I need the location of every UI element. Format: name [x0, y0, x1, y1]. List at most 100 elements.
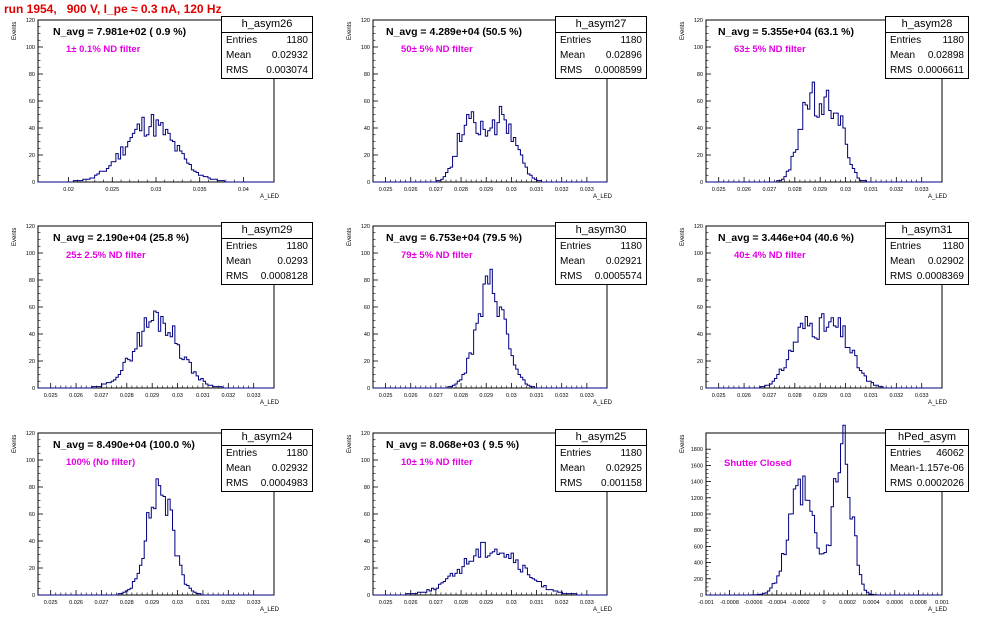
x-tick-label: 0.032	[555, 600, 569, 606]
stats-value: 1180	[942, 35, 964, 46]
x-tick-label: -0.0006	[744, 600, 763, 606]
stats-value: 1180	[286, 448, 308, 459]
x-tick-label: 0.03	[840, 393, 851, 399]
x-tick-label: 0.03	[506, 187, 517, 193]
stats-value: 1180	[620, 448, 642, 459]
y-tick-label: 100	[361, 45, 370, 51]
x-tick-label: 0.0004	[863, 600, 880, 606]
x-tick-label: 0.033	[580, 393, 594, 399]
stats-label: Mean	[560, 463, 586, 474]
filter-note: Shutter Closed	[724, 458, 792, 469]
histogram-line	[373, 268, 607, 389]
stats-value: 46062	[936, 448, 964, 459]
stats-value: 0.0008128	[260, 271, 308, 282]
histogram-name: h_asym28	[886, 17, 968, 33]
x-tick-label: 0.031	[196, 600, 210, 606]
y-tick-label: 120	[361, 431, 370, 437]
x-tick-label: 0.031	[530, 187, 544, 193]
filter-note: 79± 5% ND filter	[401, 250, 473, 261]
x-tick-label: 0.032	[555, 393, 569, 399]
x-tick-label: 0.03	[840, 187, 851, 193]
y-tick-label: 80	[29, 278, 35, 284]
y-tick-label: 0	[32, 180, 35, 186]
run-title: run 1954, 900 V, I_pe ≈ 0.3 nA, 120 Hz	[4, 2, 222, 16]
y-tick-label: 120	[26, 18, 35, 24]
stats-label: Entries	[226, 448, 258, 459]
stats-value: -1.157e-06	[915, 463, 964, 474]
stats-box: h_asym29 Entries 1180 Mean 0.0293 RMS 0.000812…	[221, 222, 313, 285]
x-tick-label: 0.031	[530, 393, 544, 399]
y-tick-label: 20	[697, 153, 703, 159]
x-tick-label: 0.031	[864, 187, 878, 193]
x-tick-label: 0.027	[429, 187, 443, 193]
y-tick-label: 0	[32, 386, 35, 392]
x-tick-label: 0.026	[404, 393, 418, 399]
x-axis-title: A_LED	[593, 400, 613, 406]
navg-annotation: N_avg = 3.446e+04 (40.6 %)	[718, 232, 855, 244]
stats-row-entries: Entries 1180	[886, 33, 968, 48]
stats-value: 0.0008599	[594, 65, 642, 76]
y-tick-label: 800	[694, 528, 703, 534]
stats-row-rms: RMS 0.001158	[556, 476, 646, 491]
x-tick-label: 0.033	[915, 187, 929, 193]
stats-row-rms: RMS 0.0006611	[886, 63, 968, 78]
x-tick-label: 0.032	[221, 600, 235, 606]
stats-row-rms: RMS 0.0002026	[886, 476, 968, 491]
stats-row-rms: RMS 0.003074	[222, 63, 312, 78]
stats-label: RMS	[890, 271, 913, 282]
x-tick-label: 0.027	[763, 393, 777, 399]
stats-label: Mean	[890, 256, 916, 267]
x-tick-label: 0.03	[506, 600, 517, 606]
stats-label: Entries	[890, 35, 922, 46]
stats-value: 1180	[286, 241, 308, 252]
x-tick-label: 0.025	[105, 187, 119, 193]
stats-value: 0.0004983	[260, 478, 308, 489]
y-tick-label: 20	[364, 359, 370, 365]
stats-row-entries: Entries 1180	[222, 239, 312, 254]
x-tick-label: 0.03	[172, 600, 183, 606]
y-tick-label: 20	[364, 153, 370, 159]
y-tick-label: 40	[697, 126, 703, 132]
x-tick-label: 0.029	[145, 600, 159, 606]
histogram-name: h_asym29	[222, 223, 312, 239]
x-tick-label: 0.031	[530, 600, 544, 606]
histogram-name: hPed_asym	[886, 430, 968, 446]
x-tick-label: 0.025	[379, 187, 393, 193]
filter-note: 10± 1% ND filter	[401, 457, 473, 468]
x-tick-label: 0.025	[44, 600, 58, 606]
y-tick-label: 120	[361, 224, 370, 230]
stats-row-entries: Entries 1180	[556, 239, 646, 254]
x-tick-label: -0.001	[698, 600, 714, 606]
y-tick-label: 100	[694, 45, 703, 51]
y-tick-label: 40	[697, 332, 703, 338]
histogram-line	[373, 541, 607, 596]
y-tick-label: 80	[364, 278, 370, 284]
x-tick-label: 0.025	[44, 393, 58, 399]
x-tick-label: 0.0006	[886, 600, 903, 606]
stats-row-entries: Entries 1180	[222, 446, 312, 461]
y-tick-label: 100	[361, 458, 370, 464]
x-tick-label: 0.025	[712, 187, 726, 193]
x-tick-label: 0.028	[788, 393, 802, 399]
stats-row-rms: RMS 0.0008599	[556, 63, 646, 78]
x-tick-label: 0.03	[172, 393, 183, 399]
stats-row-mean: Mean 0.02925	[556, 461, 646, 476]
stats-value: 0.02898	[927, 50, 964, 61]
histogram-name: h_asym26	[222, 17, 312, 33]
stats-value: 1180	[620, 35, 642, 46]
x-tick-label: 0.032	[889, 187, 903, 193]
stats-row-rms: RMS 0.0008128	[222, 269, 312, 284]
x-tick-label: 0.026	[737, 187, 751, 193]
y-tick-label: 60	[29, 512, 35, 518]
x-tick-label: 0.0008	[910, 600, 927, 606]
stats-value: 0.0006611	[917, 65, 964, 76]
filter-note: 1± 0.1% ND filter	[66, 44, 141, 55]
stats-box: h_asym24 Entries 1180 Mean 0.02932 RMS 0.00049…	[221, 429, 313, 492]
histogram-line	[38, 310, 274, 389]
stats-label: RMS	[560, 65, 583, 76]
y-tick-label: 40	[29, 126, 35, 132]
